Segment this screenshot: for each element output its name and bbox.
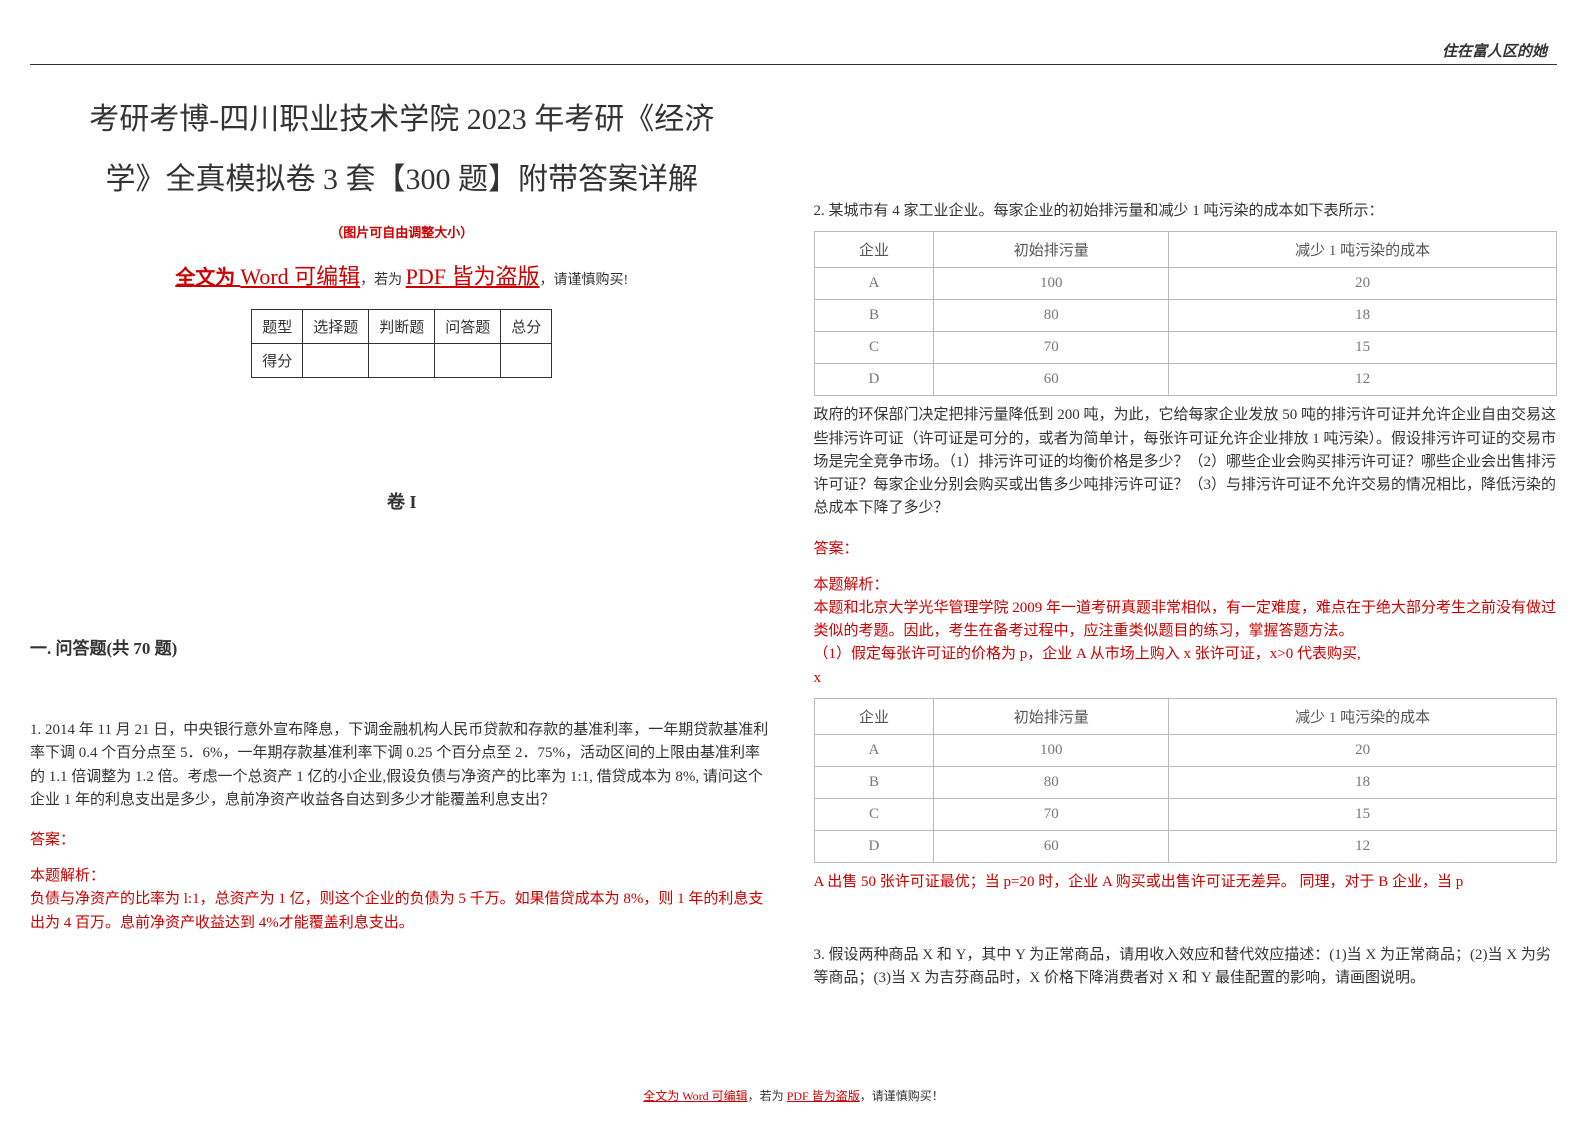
table-row: D 60 12 (814, 830, 1557, 862)
warn-mid: ，若为 (360, 273, 406, 288)
footer-mid: ，若为 (748, 1089, 787, 1103)
score-row-label: 得分 (252, 344, 303, 378)
t2-r2c2: 15 (1169, 798, 1557, 830)
image-resize-note: （图片可自由调整大小） (30, 222, 774, 241)
left-column: 考研考博-四川职业技术学院 2023 年考研《经济 学》全真模拟卷 3 套【30… (30, 90, 774, 997)
t1-r3c2: 12 (1169, 364, 1557, 396)
t2-r1c2: 18 (1169, 766, 1557, 798)
pollution-table-1: 企业 初始排污量 减少 1 吨污染的成本 A 100 20 B 80 18 C … (814, 231, 1558, 396)
score-cell-4 (501, 344, 552, 378)
q2-analysis-l2: （1）假定每张许可证的价格为 p，企业 A 从市场上购入 x 张许可证，x>0 … (814, 643, 1558, 666)
t1-h1: 初始排污量 (934, 232, 1169, 268)
score-cell-1 (303, 344, 369, 378)
table-row: C 70 15 (814, 798, 1557, 830)
t2-r2c0: C (814, 798, 934, 830)
score-h0: 题型 (252, 310, 303, 344)
t2-r3c2: 12 (1169, 830, 1557, 862)
t2-r1c0: B (814, 766, 934, 798)
page-footer: 全文为 Word 可编辑，若为 PDF 皆为盗版，请谨慎购买！ (0, 1087, 1587, 1104)
q1-answer-label: 答案： (30, 828, 774, 849)
footer-word: Word 可编辑 (682, 1089, 747, 1103)
table-row: A 100 20 (814, 268, 1557, 300)
t2-h1: 初始排污量 (934, 698, 1169, 734)
q2-intro: 2. 某城市有 4 家工业企业。每家企业的初始排污量和减少 1 吨污染的成本如下… (814, 200, 1558, 223)
table-row: B 80 18 (814, 300, 1557, 332)
right-column: 2. 某城市有 4 家工业企业。每家企业的初始排污量和减少 1 吨污染的成本如下… (814, 90, 1558, 997)
q1-analysis-label: 本题解析： (30, 865, 774, 888)
score-h3: 问答题 (435, 310, 501, 344)
t1-r3c1: 60 (934, 364, 1169, 396)
table-row: 企业 初始排污量 减少 1 吨污染的成本 (814, 698, 1557, 734)
q2-body: 政府的环保部门决定把排污量降低到 200 吨，为此，它给每家企业发放 50 吨的… (814, 404, 1558, 520)
q2-answer-label: 答案： (814, 537, 1558, 558)
t2-r1c1: 80 (934, 766, 1169, 798)
table-row: D 60 12 (814, 364, 1557, 396)
t1-r0c0: A (814, 268, 934, 300)
footer-post: ，请谨慎购买！ (860, 1089, 944, 1103)
t1-r1c0: B (814, 300, 934, 332)
t2-r3c1: 60 (934, 830, 1169, 862)
table-row: B 80 18 (814, 766, 1557, 798)
score-table: 题型 选择题 判断题 问答题 总分 得分 (251, 309, 552, 378)
t2-h2: 减少 1 吨污染的成本 (1169, 698, 1557, 734)
table-row: A 100 20 (814, 734, 1557, 766)
table-row: C 70 15 (814, 332, 1557, 364)
page-header-right: 住在富人区的她 (1442, 40, 1547, 61)
score-cell-3 (435, 344, 501, 378)
content-columns: 考研考博-四川职业技术学院 2023 年考研《经济 学》全真模拟卷 3 套【30… (30, 90, 1557, 997)
table-row: 企业 初始排污量 减少 1 吨污染的成本 (814, 232, 1557, 268)
t2-r0c0: A (814, 734, 934, 766)
t1-r0c1: 100 (934, 268, 1169, 300)
q1-analysis-text: 负债与净资产的比率为 l:1，总资产为 1 亿，则这个企业的负债为 5 千万。如… (30, 888, 774, 935)
header-divider (30, 64, 1557, 65)
q2-analysis-l1: 本题和北京大学光华管理学院 2009 年一道考研真题非常相似，有一定难度，难点在… (814, 597, 1558, 644)
t1-r1c1: 80 (934, 300, 1169, 332)
q3-text: 3. 假设两种商品 X 和 Y，其中 Y 为正常商品，请用收入效应和替代效应描述… (814, 944, 1558, 991)
score-header-row: 题型 选择题 判断题 问答题 总分 (252, 310, 552, 344)
title-line1: 考研考博-四川职业技术学院 2023 年考研《经济 (30, 90, 774, 150)
t1-r2c2: 15 (1169, 332, 1557, 364)
warn-word: Word 可编辑 (240, 264, 360, 289)
t2-h0: 企业 (814, 698, 934, 734)
pollution-table-2: 企业 初始排污量 减少 1 吨污染的成本 A 100 20 B 80 18 C … (814, 698, 1558, 863)
t2-r3c0: D (814, 830, 934, 862)
score-h1: 选择题 (303, 310, 369, 344)
q1-text: 1. 2014 年 11 月 21 日，中央银行意外宣布降息，下调金融机构人民币… (30, 719, 774, 812)
a-sell-line: A 出售 50 张许可证最优；当 p=20 时，企业 A 购买或出售许可证无差异… (814, 871, 1558, 894)
warning-line: 全文为 Word 可编辑，若为 PDF 皆为盗版，请谨慎购买! (30, 259, 774, 291)
warn-post: ，请谨慎购买! (540, 273, 629, 288)
score-h2: 判断题 (369, 310, 435, 344)
t1-r2c1: 70 (934, 332, 1169, 364)
score-h4: 总分 (501, 310, 552, 344)
q2-analysis-x: x (814, 667, 1558, 690)
t2-r0c2: 20 (1169, 734, 1557, 766)
footer-pre: 全文为 (643, 1089, 682, 1103)
title-line2: 学》全真模拟卷 3 套【300 题】附带答案详解 (30, 150, 774, 210)
q2-analysis-label: 本题解析： (814, 574, 1558, 597)
score-cell-2 (369, 344, 435, 378)
t1-h2: 减少 1 吨污染的成本 (1169, 232, 1557, 268)
volume-label: 卷 I (30, 488, 774, 514)
t1-h0: 企业 (814, 232, 934, 268)
t1-r1c2: 18 (1169, 300, 1557, 332)
score-value-row: 得分 (252, 344, 552, 378)
t2-r0c1: 100 (934, 734, 1169, 766)
t1-r0c2: 20 (1169, 268, 1557, 300)
t2-r2c1: 70 (934, 798, 1169, 830)
doc-title: 考研考博-四川职业技术学院 2023 年考研《经济 学》全真模拟卷 3 套【30… (30, 90, 774, 210)
t1-r2c0: C (814, 332, 934, 364)
warn-pdf: PDF 皆为盗版 (406, 264, 540, 289)
section-title: 一. 问答题(共 70 题) (30, 634, 774, 659)
footer-pdf: PDF 皆为盗版 (787, 1089, 860, 1103)
t1-r3c0: D (814, 364, 934, 396)
warn-pre: 全文为 (175, 267, 240, 289)
